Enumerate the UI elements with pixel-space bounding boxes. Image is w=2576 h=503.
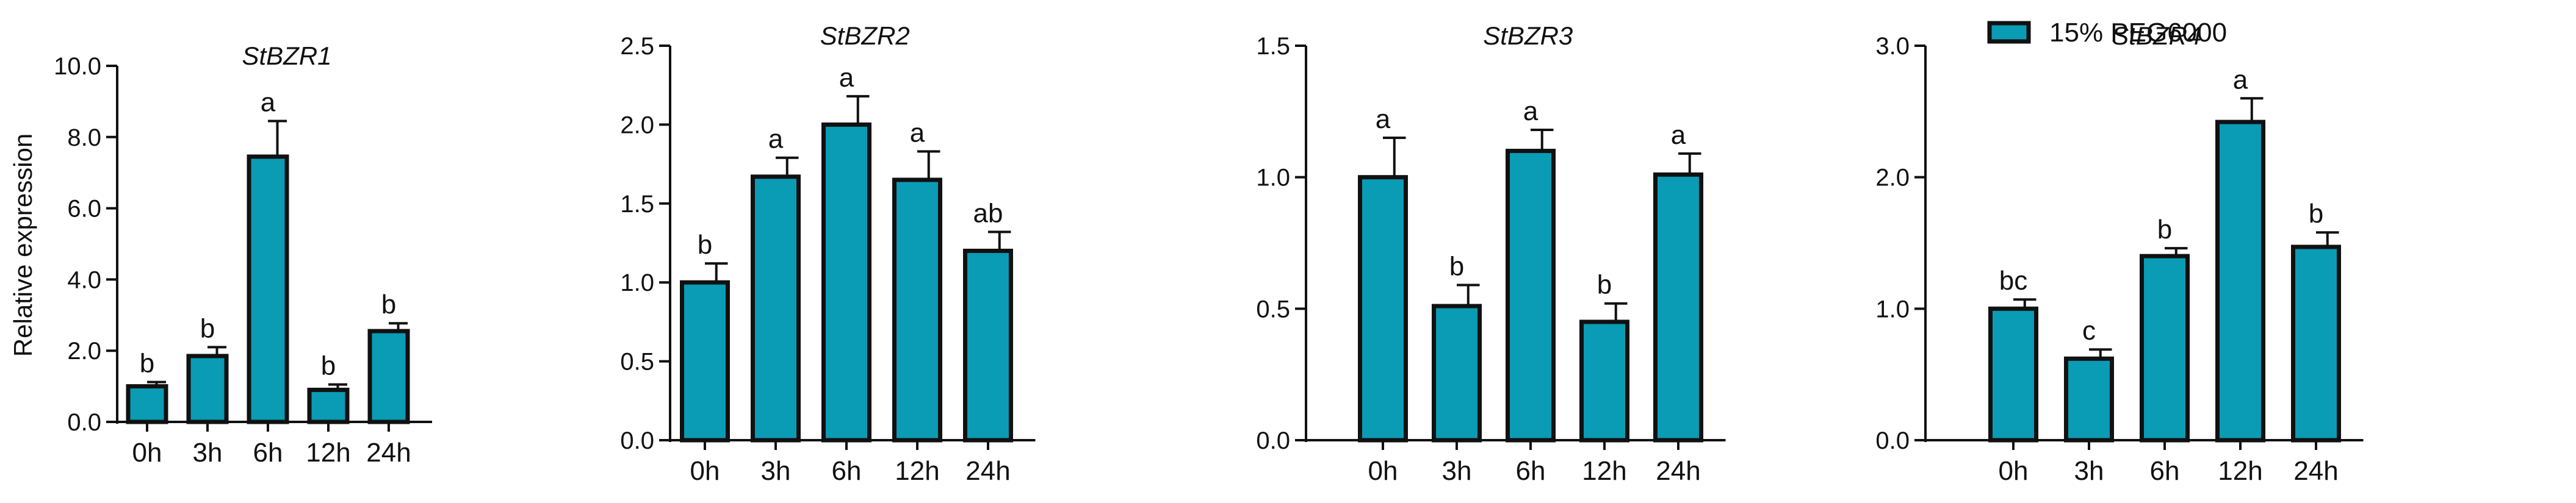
x-tick-label: 0h [690,456,720,486]
chart-panel-4: 0.0 1.0 2.0 3.0 StBZR4 0h bc 3h c 6h b 12h a 24h b [1875,21,2364,486]
y-tick-label: 6.0 [67,196,101,223]
x-tick-label: 3h [1442,456,1472,486]
significance-label: b [1597,270,1612,300]
y-tick-label: 0.0 [1875,427,1910,454]
significance-label: b [321,351,336,381]
legend-swatch [1987,21,2031,44]
bar [1653,172,1703,443]
x-tick-label: 24h [1656,456,1700,486]
bar [126,384,168,424]
chart-title: StBZR3 [1483,21,1573,50]
y-tick-label: 1.5 [1256,33,1290,60]
significance-label: b [2157,215,2172,244]
y-tick-label: 2.5 [620,33,654,60]
x-tick-label: 12h [306,438,350,468]
y-tick-label: 8.0 [67,124,101,151]
legend: 15% PEG6000 [1987,18,2227,48]
x-tick-label: 24h [965,456,1010,486]
y-tick-label: 1.0 [1256,165,1290,191]
chart-panel-1: 0.0 2.0 4.0 6.0 8.0 10.0 StBZR1 0h b 3h b 6h a 12h b 24… [54,41,432,468]
y-tick-label: 1.5 [620,191,654,218]
y-tick-label: 0.0 [67,409,101,436]
significance-label: a [1523,96,1539,126]
significance-label: c [2082,316,2096,346]
chart-title: StBZR1 [242,41,331,70]
bar [1506,149,1556,443]
y-tick-label: 2.0 [620,112,654,138]
bar [963,248,1013,443]
x-tick-label: 3h [193,438,223,468]
x-tick-label: 0h [1368,456,1398,486]
legend-label: 15% PEG6000 [2049,18,2227,48]
y-tick-label: 1.0 [620,269,654,296]
significance-label: a [839,63,854,93]
significance-label: b [2309,199,2323,229]
chart-panel-3: 0.0 0.5 1.0 1.5 StBZR3 0h a 3h b 6h a 12h b 24h a [1256,21,1726,486]
significance-label: a [910,118,925,148]
significance-label: bc [1999,266,2027,296]
bar [751,174,801,443]
y-tick-label: 2.0 [67,338,101,365]
x-tick-label: 6h [832,456,862,486]
bar [1988,306,2038,443]
bar [680,280,730,443]
bar [307,387,350,424]
significance-label: a [2233,65,2248,95]
bar [2064,356,2114,443]
x-tick-label: 12h [895,456,939,486]
x-tick-label: 24h [366,438,411,468]
bar [1358,175,1408,443]
x-tick-label: 12h [2218,456,2262,486]
significance-label: b [381,290,396,319]
chart-title: StBZR4 [2112,21,2201,50]
y-tick-label: 0.5 [620,349,654,376]
x-tick-label: 6h [253,438,283,468]
y-tick-label: 10.0 [54,53,101,80]
y-tick-label: 2.0 [1875,165,1910,191]
y-tick-label: 3.0 [1875,33,1910,60]
bar [821,122,871,443]
y-tick-label: 0.0 [1256,427,1290,454]
significance-label: b [200,313,215,343]
chart-title: StBZR2 [820,21,910,50]
significance-label: a [1671,120,1686,150]
bar [892,177,942,443]
significance-label: a [768,124,784,154]
significance-label: ab [973,198,1003,228]
x-tick-label: 3h [2074,456,2104,486]
bar [2140,254,2190,443]
bar [2215,120,2265,443]
x-tick-label: 0h [132,438,162,468]
x-tick-label: 3h [761,456,791,486]
bar [1432,304,1482,443]
y-axis-label: Relative expression [9,134,37,357]
y-tick-label: 1.0 [1875,296,1910,323]
significance-label: a [1376,104,1391,134]
chart-panel-2: 0.0 0.5 1.0 1.5 2.0 2.5 StBZR2 0h b 3h a 6h a 12h a 24h… [620,21,1036,486]
x-tick-label: 6h [1516,456,1546,486]
bar [367,329,410,424]
x-tick-label: 12h [1582,456,1626,486]
bar [247,154,289,424]
x-tick-label: 24h [2293,456,2338,486]
bar [186,354,229,424]
y-tick-label: 0.0 [620,427,654,454]
significance-label: b [140,349,154,379]
significance-label: b [698,230,712,260]
bar [1579,319,1629,443]
y-tick-label: 0.5 [1256,296,1290,323]
y-tick-label: 4.0 [67,266,101,293]
significance-label: a [261,88,276,118]
bar [2291,244,2341,443]
x-tick-label: 0h [1999,456,2029,486]
significance-label: b [1449,252,1464,282]
x-tick-label: 6h [2150,456,2180,486]
